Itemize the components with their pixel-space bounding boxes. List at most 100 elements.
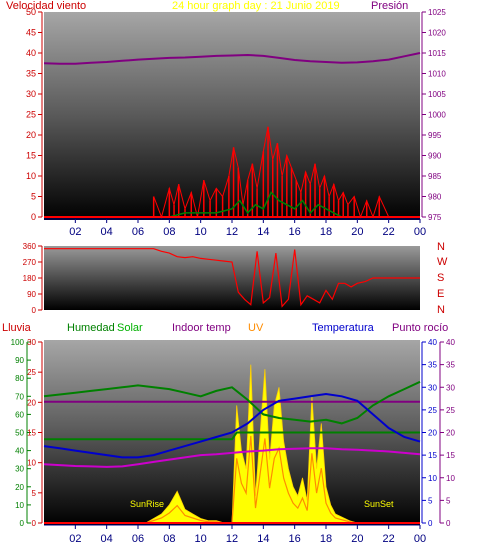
- dir-label-n-top: N: [437, 241, 445, 253]
- x-axis-tick-label-bottom: 22: [383, 533, 395, 545]
- temperature-axis-tick-label: 20: [428, 429, 437, 438]
- temperature-axis-tick-label: 15: [428, 451, 437, 460]
- temperature-axis-tick-label: 40: [428, 338, 437, 347]
- wind-axis-tick-label: 30: [26, 89, 36, 99]
- humidity-header: Humedad: [67, 322, 115, 334]
- x-axis-tick-label-bottom: 14: [257, 533, 269, 545]
- wind-axis-tick-label: 40: [26, 48, 36, 58]
- x-axis-tick-label-top: 14: [257, 226, 269, 238]
- temperature-axis-tick-label: 35: [428, 361, 437, 370]
- solar-header: Solar: [117, 322, 143, 334]
- wind-axis-tick-label: 15: [26, 151, 36, 161]
- pressure-axis-tick-label: 1005: [428, 90, 446, 99]
- x-axis-tick-label-top: 08: [163, 226, 175, 238]
- x-axis-tick-label-top: 10: [195, 226, 207, 238]
- pressure-axis-tick-label: 1000: [428, 111, 446, 120]
- x-axis-tick-label-bottom: 06: [132, 533, 144, 545]
- uv-axis-tick-label: 15: [446, 451, 455, 460]
- dir-label-s: S: [437, 272, 444, 284]
- uv-header: UV: [248, 322, 264, 334]
- wind-speed-line: [153, 126, 390, 219]
- temperature-header: Temperatura: [312, 322, 375, 334]
- temperature-line: [43, 392, 421, 459]
- humidity-axis-tick-label: 20: [15, 483, 24, 492]
- wind-axis-tick-label: 5: [31, 192, 36, 202]
- x-axis-tick-label-top: 02: [69, 226, 81, 238]
- wind-axis-tick-label: 10: [26, 171, 36, 181]
- wind-axis-tick-label: 20: [26, 130, 36, 140]
- direction-axis-tick-label: 360: [23, 242, 37, 251]
- indoor-temp-header: Indoor temp: [172, 322, 231, 334]
- wind-axis-tick-label: 0: [31, 212, 36, 222]
- uv-axis-tick-label: 25: [446, 406, 455, 415]
- temperature-axis-tick-label: 5: [428, 496, 433, 505]
- humidity-axis-tick-label: 100: [11, 338, 25, 347]
- x-axis-tick-label-bottom: 08: [163, 533, 175, 545]
- rain-axis-tick-label: 30: [27, 338, 36, 347]
- solar-line: [44, 431, 420, 441]
- humidity-axis-tick-label: 30: [15, 465, 24, 474]
- x-axis-tick-label-top: 20: [351, 226, 363, 238]
- wind-speed-title: Velocidad viento: [6, 0, 86, 12]
- panel1-bg: [44, 12, 420, 220]
- rain-axis-tick-label: 20: [27, 398, 36, 407]
- x-axis-tick-label-top: 12: [226, 226, 238, 238]
- rain-axis-tick-label: 5: [32, 489, 37, 498]
- wind-axis-tick-label: 25: [26, 110, 36, 120]
- direction-axis-tick-label: 90: [27, 290, 36, 299]
- direction-axis-tick-label: 0: [32, 306, 37, 315]
- rain-axis-tick-label: 15: [27, 429, 36, 438]
- direction-axis-tick-label: 180: [23, 274, 37, 283]
- x-axis-tick-label-bottom: 00: [414, 533, 426, 545]
- x-axis-tick-label-top: 22: [383, 226, 395, 238]
- x-axis-tick-label-top: 18: [320, 226, 332, 238]
- uv-axis-tick-label: 20: [446, 429, 455, 438]
- dir-label-e: E: [437, 288, 444, 300]
- humidity-axis-tick-label: 50: [15, 429, 24, 438]
- pressure-title: Presión: [371, 0, 408, 12]
- uv-axis-tick-label: 35: [446, 361, 455, 370]
- dewpoint-line: [43, 447, 421, 468]
- pressure-line: [43, 52, 421, 65]
- humidity-axis-tick-label: 10: [15, 501, 24, 510]
- pressure-axis-tick-label: 1015: [428, 49, 446, 58]
- dir-label-w: W: [437, 256, 448, 268]
- rain-axis-tick-label: 25: [27, 368, 36, 377]
- chart-title: 24 hour graph day : 21 Junio 2019: [172, 0, 340, 12]
- wind-axis-tick-label: 35: [26, 69, 36, 79]
- rain-axis-tick-label: 10: [27, 459, 36, 468]
- x-axis-tick-label-bottom: 04: [101, 533, 113, 545]
- sunrise-label: SunRise: [130, 499, 164, 509]
- pressure-axis-tick-label: 1025: [428, 8, 446, 17]
- uv-axis-tick-label: 0: [446, 519, 451, 528]
- pressure-axis-tick-label: 990: [428, 152, 442, 161]
- humidity-axis-tick-label: 80: [15, 374, 24, 383]
- x-axis-tick-label-bottom: 18: [320, 533, 332, 545]
- x-axis-tick-label-bottom: 16: [289, 533, 301, 545]
- direction-axis-tick-label: 270: [23, 258, 37, 267]
- temperature-axis-tick-label: 0: [428, 519, 433, 528]
- uv-orange-line: [145, 435, 358, 524]
- sunset-label: SunSet: [364, 499, 394, 509]
- rain-axis-tick-label: 0: [32, 519, 37, 528]
- temperature-axis-tick-label: 30: [428, 383, 437, 392]
- dewpoint-header: Punto rocío: [392, 322, 448, 334]
- x-axis-tick-label-top: 06: [132, 226, 144, 238]
- uv-axis-tick-label: 40: [446, 338, 455, 347]
- wind-gust-line: [169, 191, 358, 218]
- pressure-axis-tick-label: 980: [428, 193, 442, 202]
- pressure-axis-tick-label: 1010: [428, 70, 446, 79]
- pressure-axis-tick-label: 975: [428, 213, 442, 222]
- wind-axis-tick-label: 50: [26, 7, 36, 17]
- uv-axis-tick-label: 10: [446, 474, 455, 483]
- humidity-axis-tick-label: 70: [15, 392, 24, 401]
- humidity-axis-tick-label: 0: [20, 519, 25, 528]
- uv-axis-tick-label: 5: [446, 496, 451, 505]
- temperature-axis-tick-label: 25: [428, 406, 437, 415]
- x-axis-tick-label-bottom: 12: [226, 533, 238, 545]
- x-axis-tick-label-bottom: 02: [69, 533, 81, 545]
- temperature-axis-tick-label: 10: [428, 474, 437, 483]
- pressure-axis-tick-label: 1020: [428, 29, 446, 38]
- humidity-axis-tick-label: 90: [15, 356, 24, 365]
